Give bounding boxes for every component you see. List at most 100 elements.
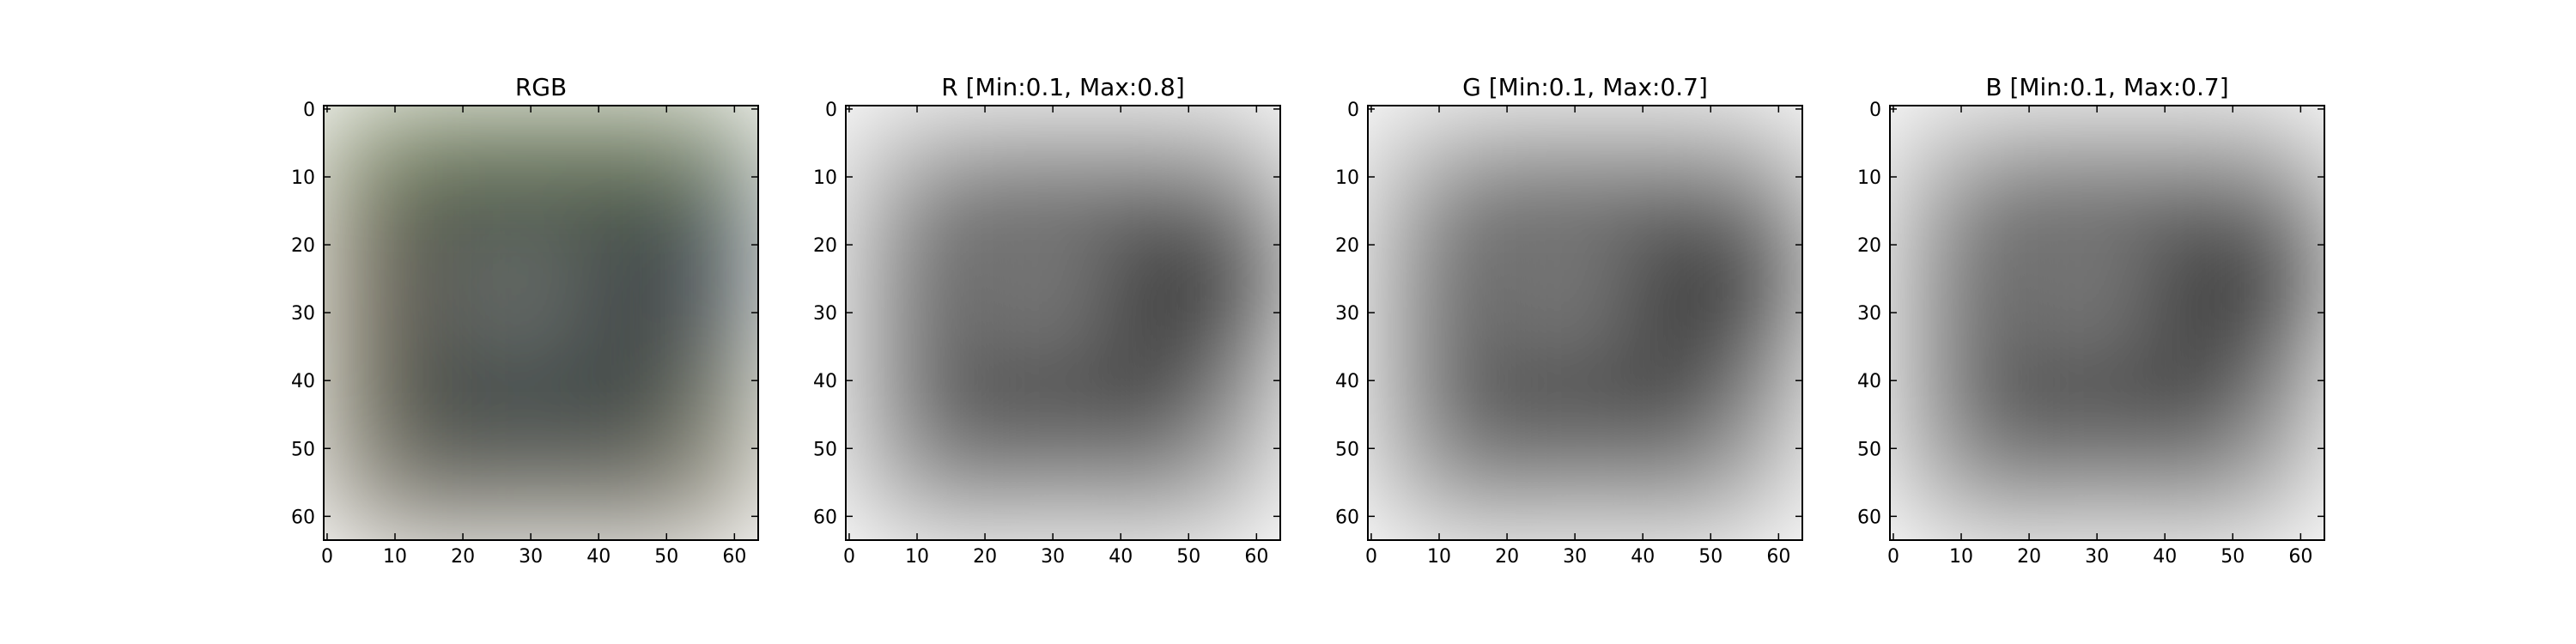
x-tick-label: 20 [1495,546,1519,568]
photo-trees [324,106,758,174]
x-tick-label: 0 [1887,546,1899,568]
panel-4: B [Min:0.1, Max:0.7] 0 10 20 30 40 50 60 0 10 20 30… [1857,73,2325,568]
y-tick-label: 0 [825,100,837,121]
car-left-wheel [1951,478,1985,500]
x-tick-label: 0 [843,546,855,568]
x-tick-label: 30 [2085,546,2109,568]
panel-title: G [Min:0.1, Max:0.7] [1462,73,1708,101]
car-license-plate [1510,275,1613,323]
y-tick-label: 60 [813,507,837,528]
car-bumper [439,459,636,486]
y-tick-label: 0 [1347,100,1359,121]
x-tick-label: 50 [654,546,678,568]
car-left-taillight [385,282,426,323]
y-tick-label: 20 [813,235,837,257]
y-tick-label: 0 [1869,100,1881,121]
photo-left-roadside [324,173,386,459]
x-tick-label: 0 [321,546,333,568]
panel-image [846,106,1280,540]
x-tick-label: 30 [1563,546,1587,568]
x-tick-label: 50 [2221,546,2245,568]
panel-image [1368,106,1802,540]
x-tick-label: 30 [519,546,543,568]
car-right-taillight [2208,282,2251,323]
axes-frame [845,105,1281,541]
x-tick-label: 10 [1427,546,1451,568]
car-license-plate [988,275,1091,323]
x-tick-label: 60 [1766,546,1790,568]
car-left-taillight [1429,282,1470,323]
x-tick-label: 40 [2153,546,2177,568]
photo-trees [1368,106,1802,174]
car-right-wheel [2222,478,2257,500]
photo-trees [1890,106,2324,174]
car-bumper [2005,459,2202,486]
y-tick-label: 40 [1857,371,1881,392]
y-tick-label: 50 [1857,439,1881,460]
car-left-wheel [385,478,419,500]
y-tick-label: 40 [1335,371,1359,392]
car-rear-window [1442,173,1715,255]
panel-title: R [Min:0.1, Max:0.8] [941,73,1185,101]
car-license-plate [2032,275,2135,323]
panel-3: G [Min:0.1, Max:0.7] 0 10 20 30 40 50 60 0 10 20 30… [1335,73,1803,568]
y-tick-label: 30 [1335,303,1359,325]
car-right-wheel [1178,478,1212,500]
panel-title: B [Min:0.1, Max:0.7] [1985,73,2228,101]
y-tick-label: 10 [291,167,315,189]
y-tick-label: 30 [291,303,315,325]
y-tick-label: 60 [1335,507,1359,528]
panel-title: RGB [515,73,567,101]
x-tick-label: 30 [1041,546,1065,568]
y-tick-label: 30 [813,303,837,325]
photo-left-roadside [1368,173,1430,459]
y-tick-label: 40 [813,371,837,392]
photo-left-roadside [846,173,908,459]
panel-image [324,106,758,540]
x-tick-label: 10 [905,546,929,568]
car-left-taillight [1951,282,1992,323]
photo-trees [846,106,1280,174]
x-tick-label: 40 [586,546,611,568]
y-tick-label: 20 [1335,235,1359,257]
photo-left-roadside [1890,173,1952,459]
x-tick-label: 60 [2288,546,2312,568]
car-left-taillight [907,282,948,323]
x-tick-label: 40 [1631,546,1655,568]
x-tick-label: 60 [1244,546,1268,568]
photo-right-car [1734,160,1802,364]
car-right-wheel [656,478,690,500]
y-tick-label: 50 [813,439,837,460]
panel-1: RGB 0 10 20 30 40 50 60 0 10 20 30 40 50 60 [291,73,759,568]
car-bumper [1483,459,1680,486]
x-tick-label: 20 [973,546,997,568]
y-tick-label: 10 [813,167,837,189]
x-tick-label: 40 [1109,546,1133,568]
y-tick-label: 20 [1857,235,1881,257]
panel-2: R [Min:0.1, Max:0.8] 0 10 20 30 40 50 60 0 10 20 30… [813,73,1281,568]
car-rear-window [920,173,1193,255]
x-tick-label: 20 [451,546,475,568]
car-right-taillight [1686,282,1728,323]
y-tick-label: 10 [1857,167,1881,189]
car-bumper [961,459,1158,486]
photo-right-car [1212,160,1280,364]
x-tick-label: 10 [383,546,407,568]
y-tick-label: 30 [1857,303,1881,325]
x-tick-label: 20 [2017,546,2041,568]
car-right-taillight [642,282,684,323]
y-tick-label: 60 [291,507,315,528]
photo-right-car [690,160,758,364]
car-rear-window [398,173,671,255]
car-license-plate [466,275,568,323]
axes-frame [323,105,759,541]
y-tick-label: 60 [1857,507,1881,528]
y-tick-label: 0 [303,100,315,121]
car-left-wheel [1429,478,1463,500]
x-tick-label: 0 [1365,546,1377,568]
photo-right-car [2256,160,2324,364]
panel-image [1890,106,2324,540]
car-right-taillight [1164,282,1206,323]
